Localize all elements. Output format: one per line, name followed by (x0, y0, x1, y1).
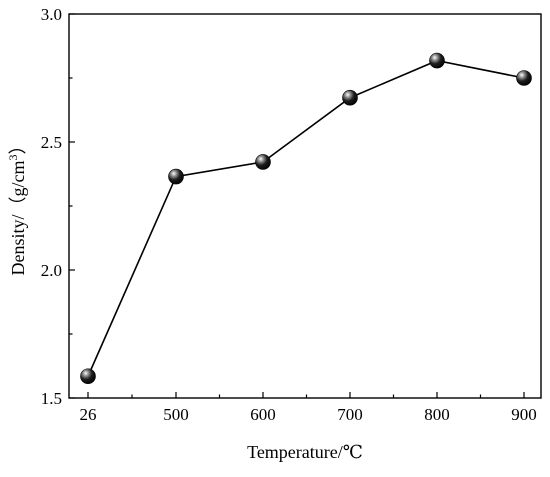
x-tick-label: 600 (250, 405, 276, 424)
x-tick-label: 500 (163, 405, 189, 424)
x-tick-label: 700 (337, 405, 363, 424)
y-axis-title-superscript: 3 (6, 155, 20, 161)
data-point-marker (168, 168, 184, 185)
x-axis-ticks: 26 500 600 700 800 900 (80, 392, 537, 424)
x-axis-title: Temperature/℃ (247, 442, 363, 462)
data-point-marker (429, 52, 445, 69)
y-tick-label: 1.5 (41, 389, 62, 408)
data-point-marker (516, 70, 532, 86)
y-tick-label: 2.5 (41, 133, 62, 152)
data-point-marker (255, 154, 271, 170)
series-line (87, 59, 525, 377)
y-axis-title-main: Density/（g/cm (8, 161, 28, 276)
y-tick-label: 2.0 (41, 261, 62, 280)
y-axis-ticks: 1.5 2.0 2.5 3.0 (41, 5, 75, 408)
plot-area-frame (68, 13, 542, 399)
data-point-marker (342, 89, 358, 106)
x-tick-label: 26 (80, 405, 97, 424)
y-axis-title: Density/（g/cm3） (6, 137, 28, 276)
x-tick-label: 800 (424, 405, 450, 424)
x-tick-label: 900 (511, 405, 537, 424)
data-point-marker (80, 368, 96, 385)
series-layer (80, 52, 532, 385)
y-axis-title-close: ） (8, 137, 28, 155)
y-tick-label: 3.0 (41, 5, 62, 24)
